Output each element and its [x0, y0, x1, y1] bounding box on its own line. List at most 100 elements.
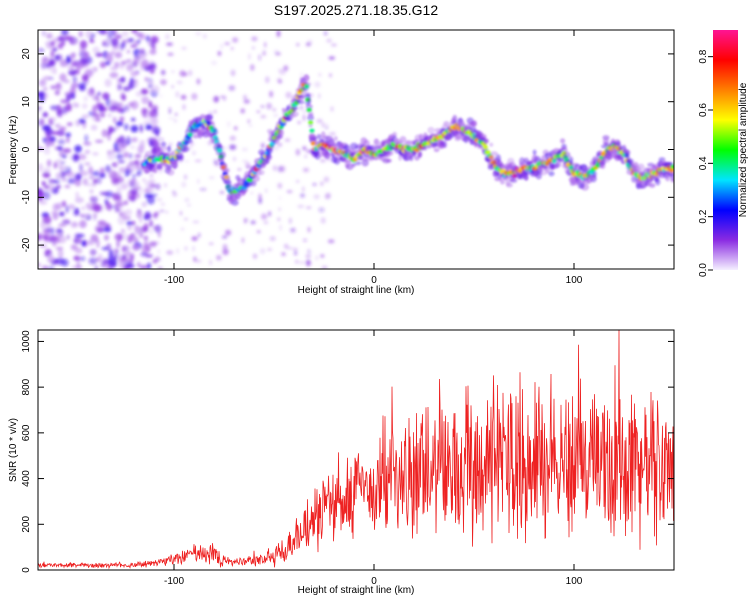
spectrogram-noise-blob [129, 254, 134, 264]
spectrogram-plot-area [38, 30, 674, 269]
spectrogram-noise-blob [93, 104, 100, 111]
spectrogram-noise-blob [300, 193, 305, 198]
spectrogram-noise-blob [87, 87, 95, 97]
spectrogram-ridge-halo [560, 146, 568, 153]
spectrogram-noise-blob [330, 43, 337, 47]
spectrogram-noise-blob [72, 76, 78, 83]
spectrogram-ridge-halo [399, 136, 407, 144]
spectrogram-ridge-halo [346, 163, 354, 170]
spectrogram-noise-blob [193, 256, 197, 262]
spectrogram-ridge-halo [670, 174, 674, 181]
spectrogram-ridge-halo [563, 151, 571, 159]
spectrogram-noise-blob [228, 85, 236, 91]
spectrogram-ridge-halo [291, 111, 299, 117]
spectrogram-noise-blob [120, 63, 124, 70]
spectrogram-noise-blob [133, 185, 141, 191]
spectrogram-noise-blob [91, 112, 96, 121]
spectrogram-ridge-halo [539, 171, 547, 176]
spectrogram-noise-blob [70, 53, 76, 59]
spectrogram-noise-blob [128, 161, 137, 166]
spectrogram-noise-blob [130, 125, 139, 133]
spectrogram-noise-blob [65, 56, 72, 64]
spectrogram-noise-blob [124, 169, 130, 177]
spectrogram-noise-blob [79, 85, 86, 92]
spectrogram-noise-blob [40, 62, 48, 70]
spectrogram-noise-blob [296, 180, 300, 183]
spectrogram-noise-blob [58, 149, 63, 158]
spectrogram-noise-blob [88, 257, 98, 265]
spectrogram-noise-blob [56, 109, 63, 118]
spectrogram-noise-blob [247, 119, 250, 124]
spectrogram-noise-blob [139, 217, 143, 224]
spectrogram-noise-blob [192, 220, 200, 224]
spectrogram-ridge-halo [560, 138, 566, 144]
spectrogram-noise-blob [140, 88, 149, 95]
spectrogram-ridge-halo [637, 163, 645, 171]
spectrogram-noise-blob [149, 193, 158, 198]
spectrogram-noise-blob [84, 162, 91, 166]
spectrogram-noise-blob [305, 254, 312, 258]
spectrogram-noise-blob [315, 255, 319, 261]
spectrogram-noise-blob [106, 56, 113, 62]
spectrogram-noise-blob [57, 139, 66, 145]
spectrogram-noise-blob [179, 211, 183, 216]
spectrogram-noise-blob [281, 252, 286, 256]
spectrogram-noise-blob [98, 253, 103, 261]
spectrogram-noise-blob [263, 221, 269, 224]
spectrogram-noise-blob [85, 30, 93, 39]
spectrogram-noise-blob [48, 254, 54, 263]
spectrogram-noise-blob [57, 35, 65, 42]
spectrogram-noise-blob [307, 226, 311, 233]
spectrogram-noise-blob [130, 145, 136, 149]
spectrogram-ridge-halo [386, 158, 392, 163]
spectrogram-ridge-core [670, 164, 674, 169]
spectrogram-noise-blob [321, 122, 325, 128]
spectrogram-noise-blob [108, 265, 113, 269]
spectrogram-noise-blob [137, 262, 141, 268]
spectrogram-noise-blob [130, 79, 138, 83]
spectrogram-noise-blob [269, 90, 274, 98]
spectrogram-noise-blob [318, 93, 321, 99]
spectrogram-noise-blob [150, 118, 159, 126]
spectrogram-noise-blob [43, 76, 52, 81]
spectrogram-noise-blob [168, 117, 175, 120]
spectrogram-noise-blob [42, 137, 48, 144]
spectrogram-noise-blob [222, 235, 228, 239]
spectrogram-noise-blob [230, 69, 236, 77]
spectrogram-noise-blob [115, 200, 120, 205]
spectrogram-noise-blob [60, 161, 66, 165]
spectrogram-noise-blob [131, 61, 139, 68]
spectrogram-noise-blob [97, 220, 107, 226]
spectrogram-noise-blob [99, 191, 109, 196]
spectrogram-noise-blob [176, 80, 183, 85]
spectrogram-noise-blob [144, 77, 149, 82]
spectrogram-noise-blob [128, 153, 133, 159]
spectrogram-noise-blob [191, 93, 198, 100]
spectrogram-noise-blob [108, 125, 113, 135]
spectrogram-ridge-halo [616, 140, 621, 147]
spectrogram-noise-blob [226, 120, 231, 128]
spectrogram-noise-blob [224, 42, 231, 46]
spectrogram-ridge-halo [544, 168, 550, 174]
spectrogram-noise-blob [318, 207, 325, 213]
spectrogram-noise-blob [118, 135, 126, 144]
spectrogram-ridge-halo [316, 134, 322, 140]
spectrogram-noise-blob [74, 197, 84, 204]
spectrogram-noise-blob [290, 227, 296, 233]
spectrogram-noise-blob [92, 196, 98, 204]
snr-frame [37, 329, 675, 571]
spectrogram-noise-blob [49, 44, 57, 51]
snr-y-tick-label: 400 [21, 470, 32, 487]
spectrogram-noise-blob [208, 111, 214, 115]
spectrogram-x-tick-label: -100 [164, 275, 184, 286]
spectrogram-noise-blob [256, 110, 261, 113]
spectrogram-noise-blob [288, 217, 292, 224]
spectrogram-noise-blob [42, 124, 51, 132]
spectrogram-noise-blob [320, 181, 324, 186]
spectrogram-noise-blob [74, 145, 82, 153]
spectrogram-noise-blob [208, 242, 214, 245]
spectrogram-noise-blob [279, 224, 282, 231]
spectrogram-noise-blob [131, 221, 136, 226]
spectrogram-noise-blob [70, 40, 74, 45]
spectrogram-noise-blob [184, 246, 188, 251]
